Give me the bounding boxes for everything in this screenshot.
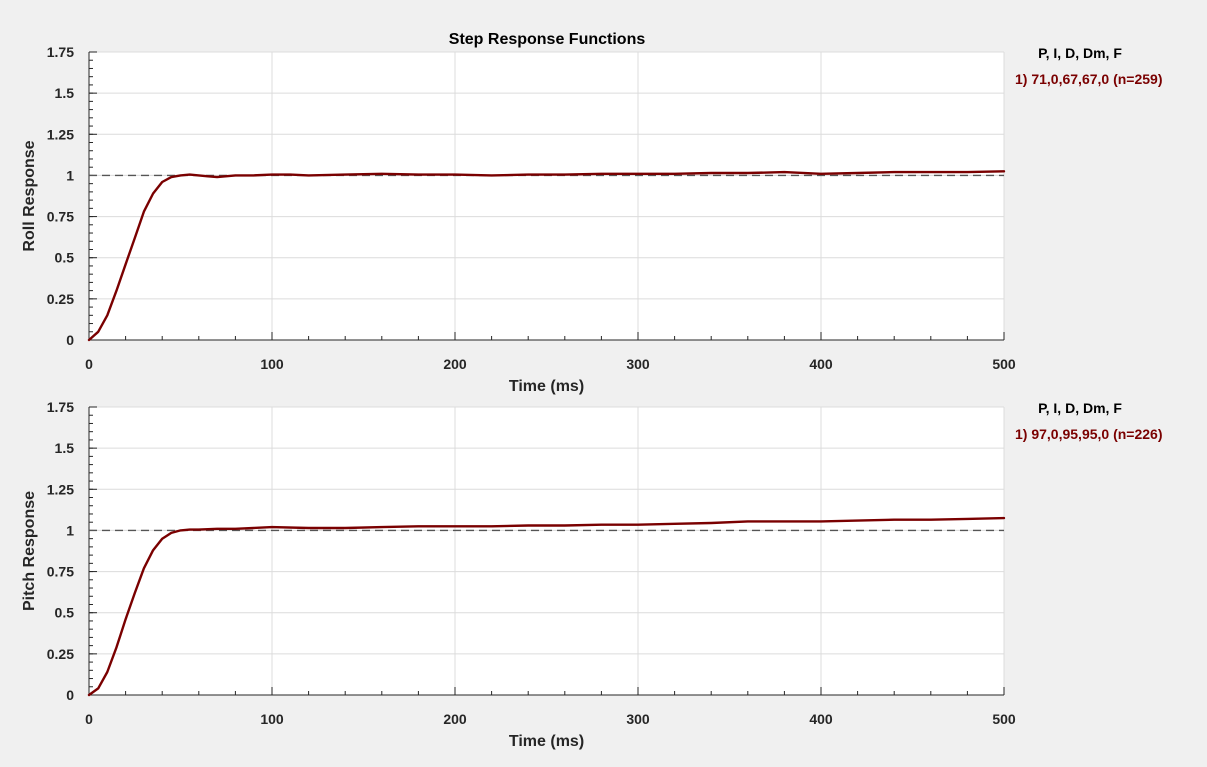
legend-entry: 1) 97,0,95,95,0 (n=226) xyxy=(1015,426,1163,442)
y-tick-label: 1 xyxy=(66,522,74,538)
y-tick-label: 0.25 xyxy=(47,291,74,307)
y-tick-label: 1 xyxy=(66,167,74,183)
x-tick-label: 100 xyxy=(260,711,284,727)
legend-header: P, I, D, Dm, F xyxy=(1038,45,1122,61)
x-tick-label: 500 xyxy=(992,711,1016,727)
x-tick-label: 200 xyxy=(443,711,467,727)
y-tick-label: 0.5 xyxy=(55,250,75,266)
y-tick-label: 1.75 xyxy=(47,399,74,415)
x-tick-label: 500 xyxy=(992,356,1016,372)
y-axis-title: Roll Response xyxy=(21,140,38,251)
legend-entry: 1) 71,0,67,67,0 (n=259) xyxy=(1015,71,1163,87)
x-tick-label: 300 xyxy=(626,711,650,727)
y-tick-label: 1.25 xyxy=(47,481,74,497)
x-tick-label: 100 xyxy=(260,356,284,372)
x-axis-title: Time (ms) xyxy=(509,378,584,395)
y-tick-label: 1.75 xyxy=(47,44,74,60)
y-tick-label: 1.5 xyxy=(55,85,75,101)
response-series-line xyxy=(87,170,1006,342)
chart-panel-2: 0 100 200 300 400 500 0 0.25 0.5 0.75 1 1.25 1.5 1.75… xyxy=(21,399,1163,750)
x-tick-label: 200 xyxy=(443,356,467,372)
legend-header: P, I, D, Dm, F xyxy=(1038,400,1122,416)
plot-area xyxy=(89,407,1004,695)
x-tick-label: 400 xyxy=(809,711,833,727)
y-tick-label: 0.25 xyxy=(47,646,74,662)
y-tick-label: 0.5 xyxy=(55,605,75,621)
x-tick-label: 400 xyxy=(809,356,833,372)
plot-area xyxy=(89,52,1004,340)
y-tick-label: 1.25 xyxy=(47,126,74,142)
figure-title: Step Response Functions xyxy=(449,31,646,48)
x-axis-title: Time (ms) xyxy=(509,733,584,750)
chart-panel-1: 0 100 200 300 400 500 0 0.25 0.5 0.75 1 1.25 1.5 1.75… xyxy=(21,44,1163,395)
x-tick-label: 0 xyxy=(85,711,93,727)
y-tick-label: 1.5 xyxy=(55,440,75,456)
y-tick-label: 0.75 xyxy=(47,564,74,580)
x-tick-label: 300 xyxy=(626,356,650,372)
x-tick-label: 0 xyxy=(85,356,93,372)
response-series-line xyxy=(87,516,1006,697)
y-tick-label: 0 xyxy=(66,687,74,703)
y-tick-label: 0.75 xyxy=(47,209,74,225)
y-tick-label: 0 xyxy=(66,332,74,348)
y-axis-title: Pitch Response xyxy=(21,491,38,611)
